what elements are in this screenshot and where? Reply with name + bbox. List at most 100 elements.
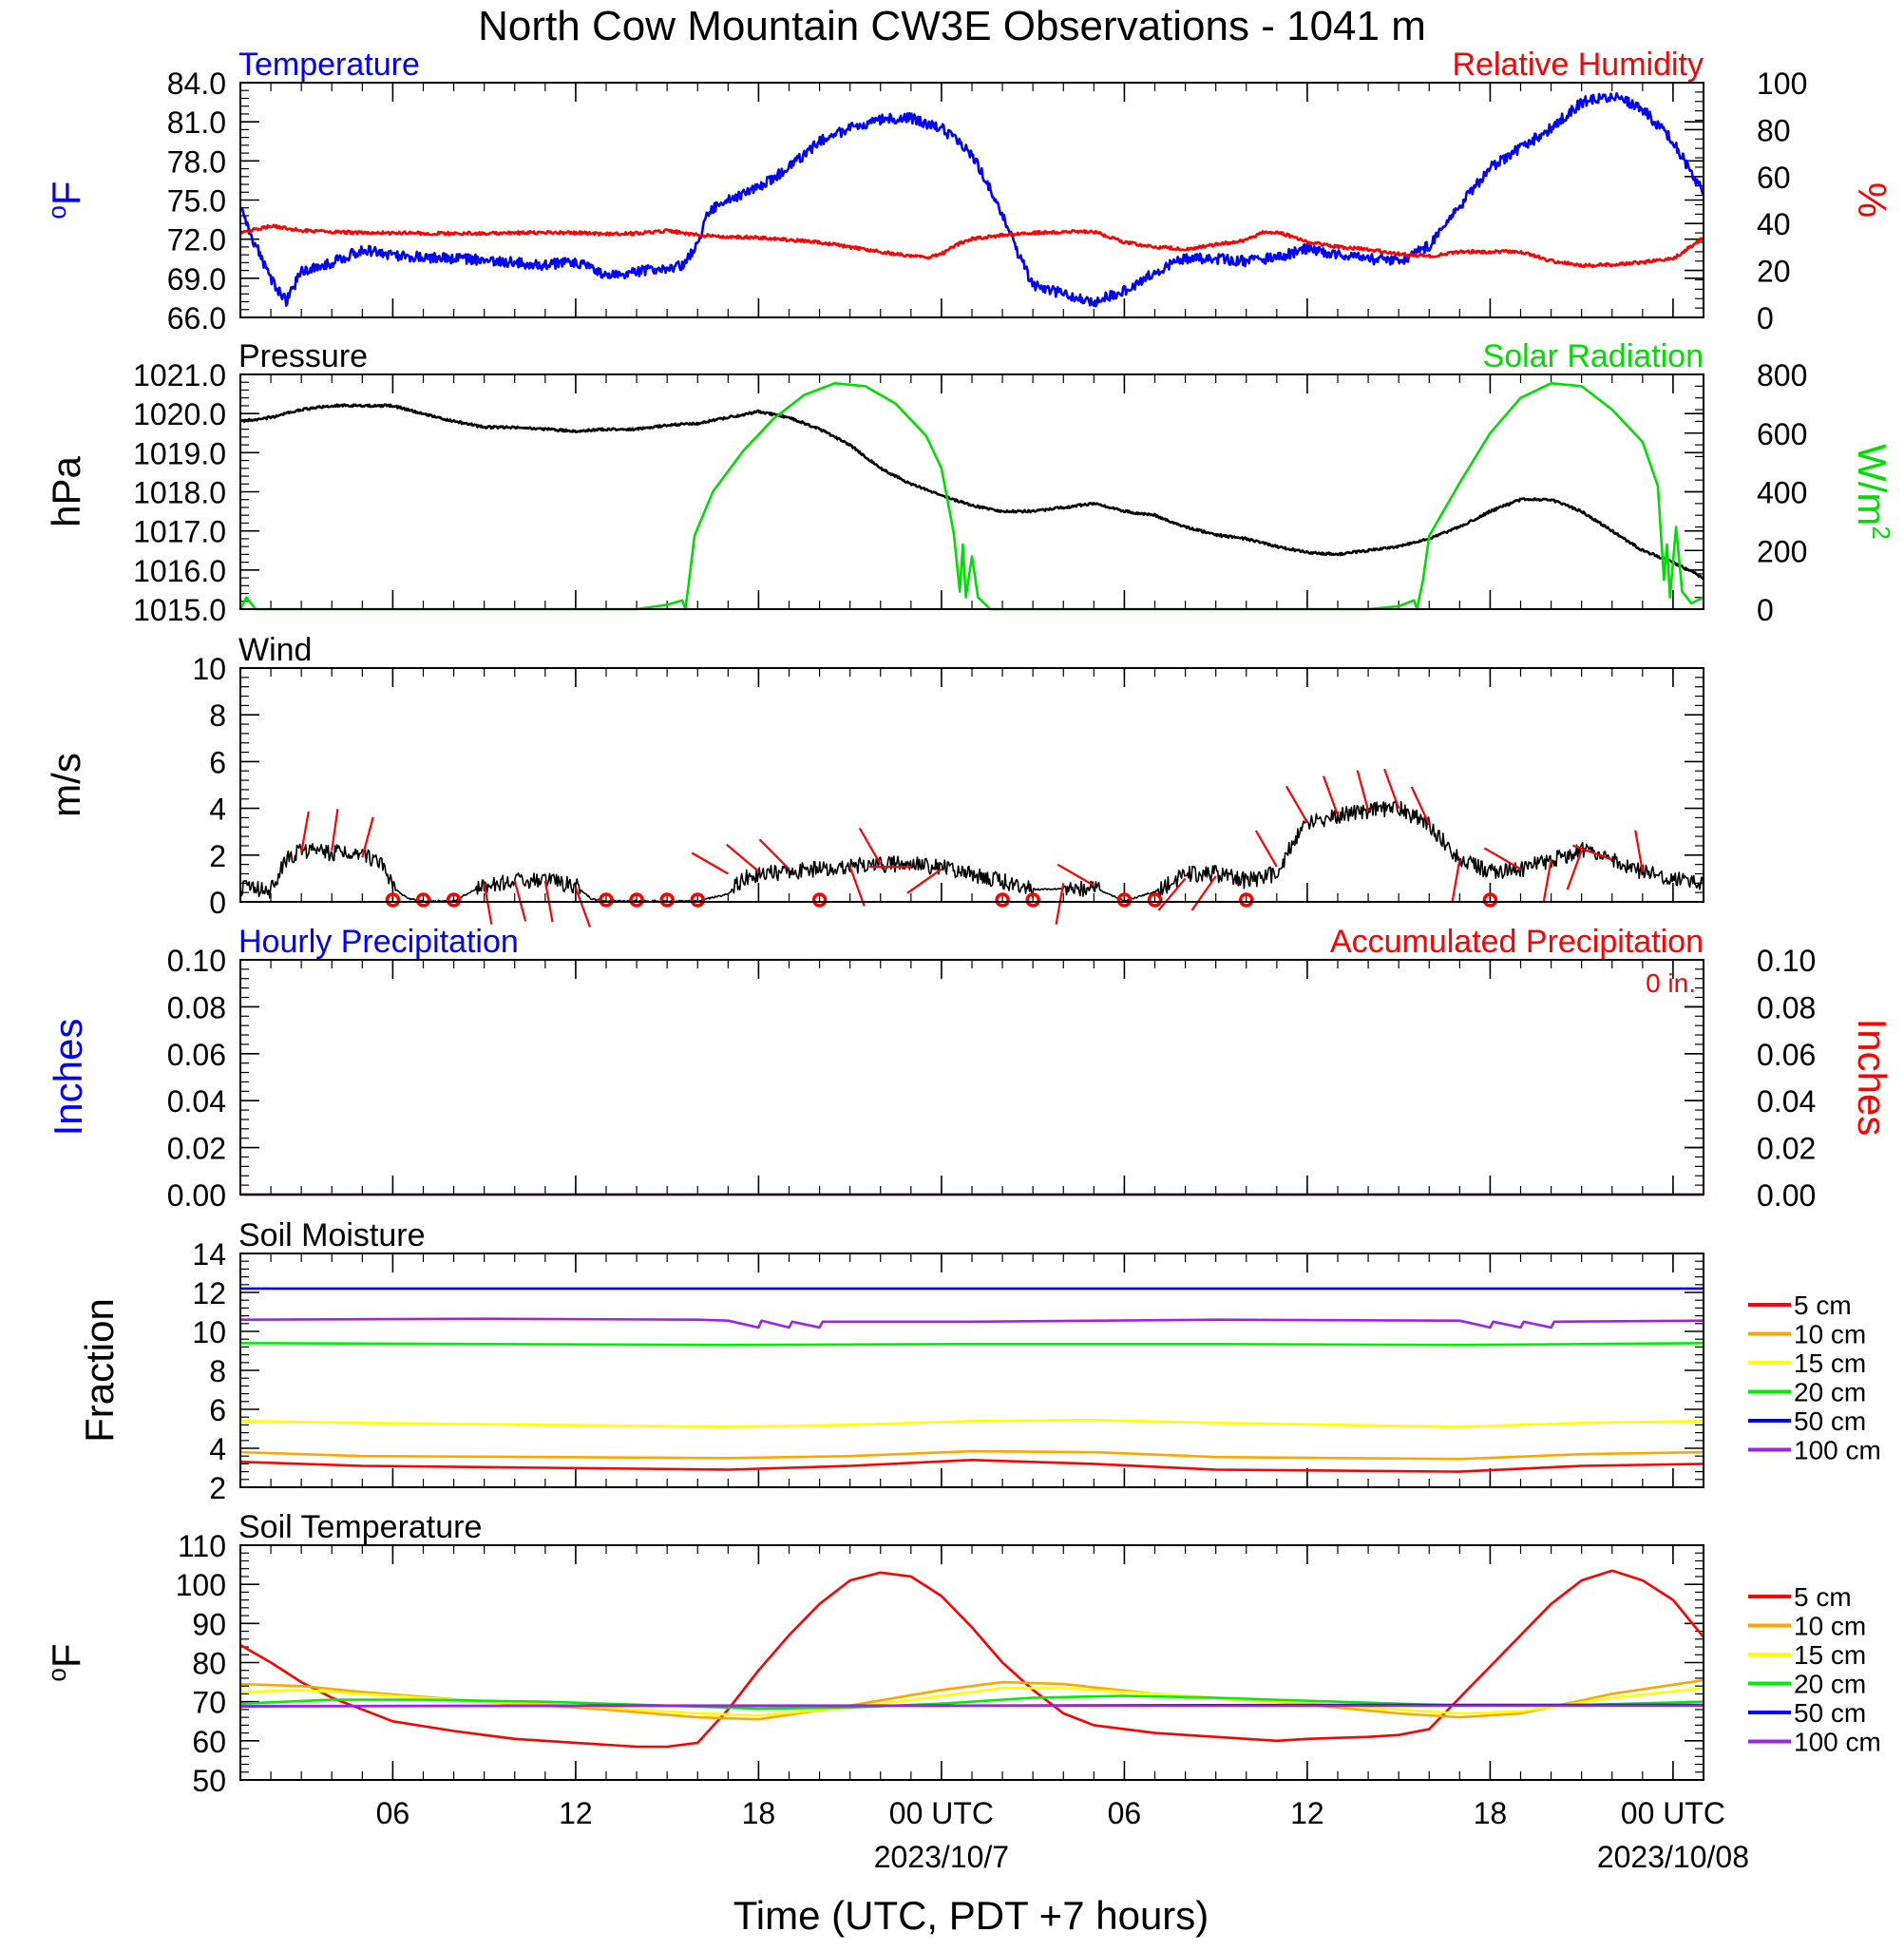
y-tick-label: 1020.0 bbox=[133, 397, 226, 431]
panel-left-unit: Fraction bbox=[77, 1298, 122, 1443]
wind-barb bbox=[1483, 847, 1522, 870]
legend-label: 15 cm bbox=[1794, 1348, 1866, 1378]
panel-frame bbox=[239, 1544, 1704, 1781]
panel-pres_solar: 1015.0 1016.0 1017.0 1018.0 1019.0 1020.0 1021… bbox=[44, 338, 1895, 627]
panel-left-title: Temperature bbox=[238, 47, 420, 83]
y-tick-label: 10 bbox=[192, 652, 226, 686]
y-right-tick-label: 0.04 bbox=[1757, 1084, 1816, 1119]
y-tick-label: 1021.0 bbox=[133, 358, 226, 392]
y-right-tick-label: 800 bbox=[1757, 358, 1807, 392]
x-date-label: 2023/10/7 bbox=[874, 1840, 1009, 1874]
panel-right-unit: W/m2 bbox=[1850, 444, 1895, 540]
y-tick-label: 1017.0 bbox=[133, 515, 226, 549]
panel-left-title: Hourly Precipitation bbox=[238, 924, 519, 960]
wind-barb bbox=[906, 868, 942, 894]
y-tick-label: 12 bbox=[192, 1276, 226, 1310]
legend-label: 20 cm bbox=[1794, 1670, 1866, 1699]
wind-barb bbox=[1285, 785, 1308, 823]
y-right-tick-label: 0.00 bbox=[1757, 1178, 1816, 1213]
panel-right-title: Accumulated Precipitation bbox=[1330, 924, 1704, 960]
y-tick-label: 0.00 bbox=[167, 1178, 226, 1213]
y-tick-label: 110 bbox=[178, 1529, 226, 1563]
panel-left-unit: oF bbox=[43, 181, 88, 219]
legend-label: 100 cm bbox=[1794, 1436, 1881, 1465]
wind-barb bbox=[1055, 883, 1065, 925]
calm-wind-marker bbox=[415, 892, 431, 908]
y-tick-label: 69.0 bbox=[167, 262, 226, 296]
y-tick-label: 4 bbox=[209, 1432, 226, 1466]
y-right-tick-label: 0.02 bbox=[1757, 1132, 1816, 1166]
panel-left-title: Wind bbox=[238, 632, 312, 668]
calm-wind-marker bbox=[629, 892, 644, 908]
calm-wind-marker bbox=[811, 892, 828, 908]
wind-barb bbox=[1190, 875, 1217, 911]
calm-wind-marker bbox=[659, 892, 675, 908]
wind-barb bbox=[483, 883, 493, 925]
y-tick-label: 1015.0 bbox=[133, 593, 226, 627]
y-right-tick-label: 20 bbox=[1757, 255, 1791, 289]
wind-barb bbox=[1254, 830, 1278, 868]
legend-label: 15 cm bbox=[1794, 1640, 1866, 1670]
wind-barb bbox=[1566, 850, 1583, 890]
panel-left-unit: oF bbox=[43, 1643, 88, 1681]
x-tick-label: 00 UTC bbox=[1621, 1796, 1725, 1830]
y-tick-label: 100 bbox=[176, 1568, 226, 1602]
panel-left-unit: Inches bbox=[46, 1019, 90, 1137]
y-tick-label: 0 bbox=[209, 886, 226, 920]
y-tick-label: 8 bbox=[209, 698, 226, 733]
wind-barb bbox=[725, 843, 760, 872]
y-tick-label: 14 bbox=[192, 1237, 226, 1272]
wind-barb bbox=[858, 827, 882, 866]
x-tick-label: 18 bbox=[1474, 1796, 1508, 1830]
panel-frame bbox=[239, 82, 1704, 318]
y-right-tick-label: 60 bbox=[1757, 161, 1791, 195]
y-tick-label: 70 bbox=[192, 1686, 226, 1720]
y-tick-label: 6 bbox=[209, 1393, 226, 1427]
legend-label: 100 cm bbox=[1794, 1728, 1881, 1757]
series-line bbox=[239, 1569, 1705, 1749]
wind-barb bbox=[1572, 844, 1613, 861]
x-tick-label: 18 bbox=[742, 1796, 776, 1830]
calm-wind-marker bbox=[690, 892, 705, 908]
y-right-tick-label: 100 bbox=[1757, 67, 1807, 101]
y-tick-label: 0.08 bbox=[167, 990, 226, 1024]
x-axis-title: Time (UTC, PDT +7 hours) bbox=[733, 1893, 1209, 1938]
y-tick-label: 81.0 bbox=[167, 105, 226, 140]
calm-wind-marker bbox=[995, 892, 1010, 908]
panel-right-title: Relative Humidity bbox=[1452, 47, 1704, 83]
panels: 66.069.072.075.078.081.084.0020406080100… bbox=[43, 47, 1895, 1874]
series-line bbox=[239, 1459, 1704, 1473]
panel-left-title: Pressure bbox=[238, 338, 368, 374]
y-tick-label: 1016.0 bbox=[133, 554, 226, 588]
y-right-tick-label: 200 bbox=[1757, 534, 1807, 568]
calm-wind-marker bbox=[599, 892, 614, 908]
y-right-tick-label: 600 bbox=[1757, 417, 1807, 451]
x-tick-label: 12 bbox=[559, 1796, 593, 1830]
y-right-tick-label: 0 bbox=[1757, 301, 1774, 335]
x-tick-label: 06 bbox=[376, 1796, 410, 1830]
y-right-tick-label: 0.10 bbox=[1757, 944, 1816, 978]
y-tick-label: 0.06 bbox=[167, 1038, 226, 1072]
panel-right-unit: % bbox=[1850, 182, 1894, 218]
y-tick-label: 84.0 bbox=[167, 67, 226, 101]
x-date-label: 2023/10/08 bbox=[1597, 1840, 1749, 1874]
series-line bbox=[239, 1317, 1704, 1329]
panel-frame bbox=[239, 373, 1704, 610]
x-tick-label: 12 bbox=[1290, 1796, 1324, 1830]
y-tick-label: 8 bbox=[209, 1354, 226, 1388]
y-tick-label: 2 bbox=[209, 839, 226, 873]
y-tick-label: 50 bbox=[192, 1764, 226, 1798]
wind-barb bbox=[848, 866, 866, 907]
series-line bbox=[239, 799, 1704, 903]
calm-wind-marker bbox=[1116, 892, 1133, 908]
wind-barb bbox=[1157, 877, 1187, 911]
y-tick-label: 78.0 bbox=[167, 144, 226, 179]
wind-barb bbox=[1356, 770, 1370, 812]
wind-barb bbox=[1410, 786, 1431, 826]
series-line bbox=[239, 1419, 1704, 1428]
wind-barb bbox=[1634, 830, 1644, 872]
calm-wind-marker bbox=[385, 892, 401, 908]
